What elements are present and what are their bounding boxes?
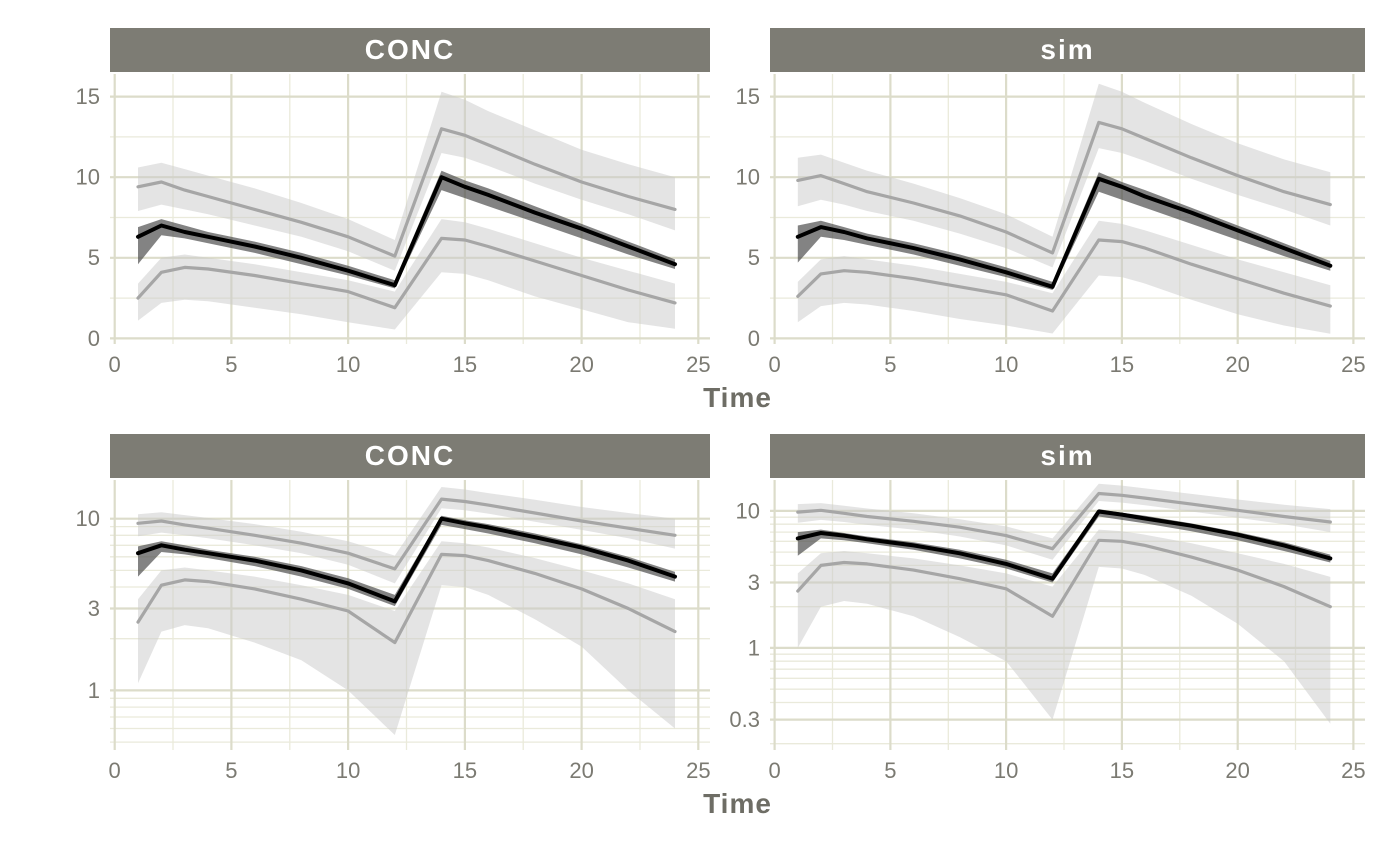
x-tick-label: 5: [884, 352, 896, 377]
facet-label: sim: [1040, 440, 1094, 471]
x-tick-label: 25: [1341, 758, 1365, 783]
facet-sim: sim 0 5 10 15 0 5 10 15 20 25: [736, 28, 1366, 377]
p5-ribbon: [797, 220, 1331, 334]
y-tick-label: 10: [76, 506, 100, 531]
p95-ribbon: [797, 483, 1331, 560]
y-tick-label: 15: [736, 84, 760, 109]
x-tick-label: 0: [769, 352, 781, 377]
p95-line: [136, 127, 677, 258]
p5-line: [796, 238, 1332, 313]
y-tick-label: 0: [88, 326, 100, 351]
facet-CONC: CONC 0 5 10 15 0 5 10 15 20 25: [76, 28, 711, 377]
p95-ribbon: [138, 91, 675, 271]
x-tick-label: 20: [569, 352, 593, 377]
x-tick-label: 15: [1110, 758, 1134, 783]
y-tick-label: 1: [88, 678, 100, 703]
median-line: [795, 509, 1333, 581]
log-scale-chart: CONC 1 3 10 0 5 10 15 20 25 sim 0.3 1 3 10 0 5 10 15 20 25: [76, 434, 1366, 783]
facet-label: CONC: [365, 440, 455, 471]
p95-line: [796, 491, 1332, 551]
facet-strip: [110, 434, 710, 478]
x-tick-label: 25: [686, 352, 710, 377]
p5-line: [136, 552, 677, 645]
y-tick-label: 1: [748, 635, 760, 660]
x-tick-label: 0: [109, 758, 121, 783]
vpc-figure: CONC 0 5 10 15 0 5 10 15 20 25 sim 0 5 10 15 0 5 10 15 20 25 …: [0, 28, 1400, 820]
facet-strip: [770, 28, 1365, 72]
x-tick-label: 25: [1341, 352, 1365, 377]
x-tick-label: 15: [453, 758, 477, 783]
median-ribbon: [797, 172, 1331, 290]
y-tick-label: 5: [748, 245, 760, 270]
x-tick-label: 0: [769, 758, 781, 783]
p5-line: [796, 538, 1332, 618]
x-tick-label: 15: [1110, 352, 1134, 377]
x-tick-label: 20: [1225, 758, 1249, 783]
y-tick-label: 10: [736, 498, 760, 523]
x-tick-label: 10: [994, 758, 1018, 783]
median-ribbon: [138, 170, 675, 289]
series-group: [795, 483, 1333, 724]
y-tick-label: 15: [76, 84, 100, 109]
facet-strip: [770, 434, 1365, 478]
facet-label: sim: [1040, 34, 1094, 65]
y-tick-label: 3: [88, 596, 100, 621]
y-tick-label: 10: [76, 165, 100, 190]
y-tick-label: 10: [736, 165, 760, 190]
x-tick-label: 10: [994, 352, 1018, 377]
p5-line: [136, 236, 677, 310]
p95-line: [136, 497, 677, 571]
x-tick-label: 5: [225, 352, 237, 377]
median-line: [136, 175, 677, 288]
y-tick-label: 0.3: [729, 707, 760, 732]
p95-ribbon: [138, 487, 675, 584]
p5-ribbon: [797, 529, 1331, 724]
series-group: [795, 83, 1333, 334]
y-tick-label: 5: [88, 245, 100, 270]
x-tick-label: 5: [884, 758, 896, 783]
x-axis-title: Time: [703, 382, 772, 413]
x-tick-label: 10: [336, 758, 360, 783]
x-tick-label: 5: [225, 758, 237, 783]
facet-label: CONC: [365, 34, 455, 65]
median-line: [795, 176, 1333, 289]
p5-ribbon: [138, 541, 675, 735]
series-group: [136, 91, 677, 330]
facet-CONC: CONC 1 3 10 0 5 10 15 20 25: [76, 434, 711, 783]
plot-log-scale: CONC 1 3 10 0 5 10 15 20 25 sim 0.3 1 3 10 0 5 10 15 20 25 T…: [0, 434, 1400, 820]
x-tick-label: 25: [686, 758, 710, 783]
x-tick-label: 10: [336, 352, 360, 377]
x-tick-label: 20: [1225, 352, 1249, 377]
x-tick-label: 15: [453, 352, 477, 377]
x-tick-label: 20: [569, 758, 593, 783]
series-group: [136, 487, 677, 735]
facet-sim: sim 0.3 1 3 10 0 5 10 15 20 25: [729, 434, 1366, 783]
facet-strip: [110, 28, 710, 72]
plot-linear-scale: CONC 0 5 10 15 0 5 10 15 20 25 sim 0 5 10 15 0 5 10 15 20 25 …: [0, 28, 1400, 414]
linear-scale-chart: CONC 0 5 10 15 0 5 10 15 20 25 sim 0 5 10 15 0 5 10 15 20 25: [76, 28, 1366, 377]
median-line: [136, 516, 677, 604]
p95-ribbon: [797, 83, 1331, 268]
y-tick-label: 0: [748, 326, 760, 351]
x-tick-label: 0: [109, 352, 121, 377]
p5-ribbon: [138, 219, 675, 330]
x-axis-title: Time: [703, 788, 772, 819]
p95-line: [796, 120, 1332, 255]
y-tick-label: 3: [748, 570, 760, 595]
